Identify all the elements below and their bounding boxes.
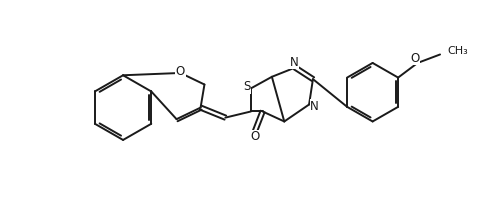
- Text: N: N: [310, 100, 319, 113]
- Text: S: S: [243, 80, 251, 93]
- Text: N: N: [290, 56, 299, 69]
- Text: O: O: [250, 130, 260, 143]
- Text: O: O: [411, 52, 420, 65]
- Text: CH₃: CH₃: [447, 46, 468, 56]
- Text: O: O: [176, 65, 185, 78]
